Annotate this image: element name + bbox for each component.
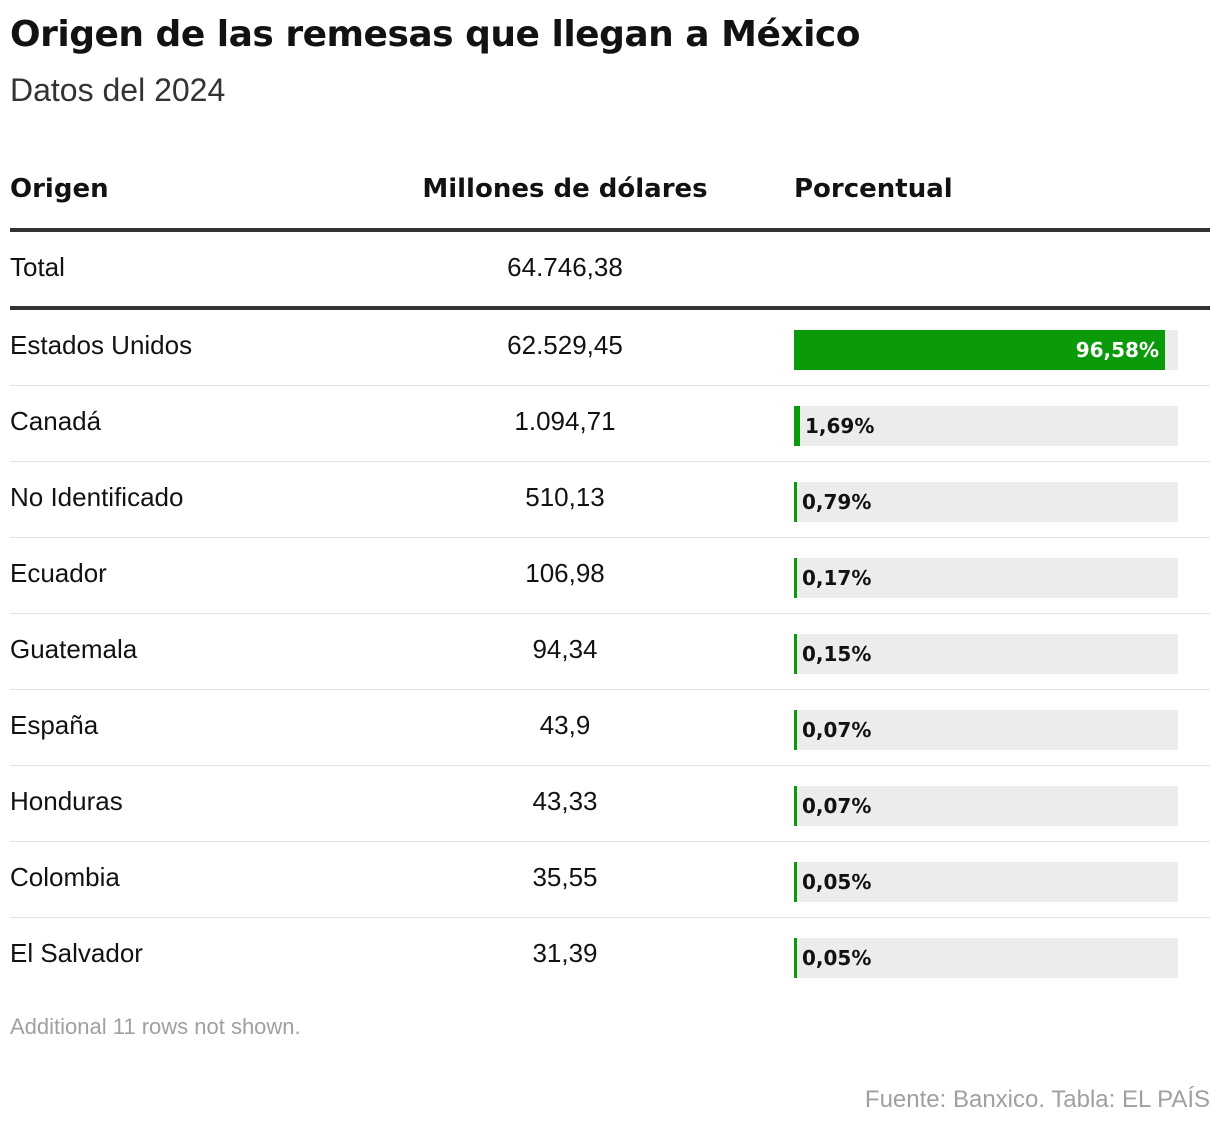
percent-label: 96,58% xyxy=(1075,338,1159,362)
table-row: Canadá 1.094,71 1,69% xyxy=(10,386,1210,462)
table-row: El Salvador 31,39 0,05% xyxy=(10,918,1210,993)
percent-label: 0,07% xyxy=(802,794,872,818)
total-value: 64.746,38 xyxy=(507,252,623,282)
table-row: España 43,9 0,07% xyxy=(10,690,1210,766)
cell-millones: 62.529,45 xyxy=(507,330,623,360)
cell-origen: Colombia xyxy=(10,862,120,892)
cell-millones: 94,34 xyxy=(532,634,598,664)
total-row: Total 64.746,38 xyxy=(10,232,1210,310)
percent-bar-fill xyxy=(794,862,797,902)
percent-bar-track: 0,05% xyxy=(794,862,1178,902)
table-row: Honduras 43,33 0,07% xyxy=(10,766,1210,842)
percent-bar-track: 0,79% xyxy=(794,482,1178,522)
percent-label: 0,79% xyxy=(802,490,872,514)
percent-bar-track: 0,15% xyxy=(794,634,1178,674)
table-row: Estados Unidos 62.529,45 96,58% xyxy=(10,310,1210,386)
remittances-table: Origen Millones de dólares Porcentual To… xyxy=(10,160,1210,993)
cell-origen: Guatemala xyxy=(10,634,138,664)
percent-label: 0,07% xyxy=(802,718,872,742)
percent-bar-track: 0,07% xyxy=(794,786,1178,826)
percent-bar-track: 0,07% xyxy=(794,710,1178,750)
percent-label: 0,05% xyxy=(802,946,872,970)
total-label: Total xyxy=(10,252,65,282)
cell-millones: 43,33 xyxy=(532,786,598,816)
percent-bar-fill xyxy=(794,634,797,674)
chart-title: Origen de las remesas que llegan a Méxic… xyxy=(10,14,861,55)
cell-origen: España xyxy=(10,710,99,740)
percent-bar-fill xyxy=(794,482,797,522)
header-millones[interactable]: Millones de dólares xyxy=(422,174,708,204)
percent-bar-fill xyxy=(794,558,797,598)
cell-millones: 35,55 xyxy=(532,862,598,892)
cell-origen: Canadá xyxy=(10,406,102,436)
table-header: Origen Millones de dólares Porcentual xyxy=(10,160,1210,232)
hidden-rows-note: Additional 11 rows not shown. xyxy=(10,1014,301,1039)
percent-bar-fill xyxy=(794,938,797,978)
percent-label: 0,05% xyxy=(802,870,872,894)
table-row: Guatemala 94,34 0,15% xyxy=(10,614,1210,690)
cell-millones: 31,39 xyxy=(532,938,598,968)
percent-label: 1,69% xyxy=(805,414,875,438)
cell-origen: Ecuador xyxy=(10,558,107,588)
cell-origen: Honduras xyxy=(10,786,123,816)
source-credit: Fuente: Banxico. Tabla: EL PAÍS xyxy=(864,1086,1210,1113)
percent-bar-fill xyxy=(794,330,1165,370)
percent-bar-fill xyxy=(794,786,797,826)
percent-label: 0,15% xyxy=(802,642,872,666)
cell-origen: Estados Unidos xyxy=(10,330,193,360)
percent-bar-track: 0,05% xyxy=(794,938,1178,978)
cell-millones: 43,9 xyxy=(539,710,591,740)
table-row: Ecuador 106,98 0,17% xyxy=(10,538,1210,614)
percent-bar-track: 1,69% xyxy=(794,406,1178,446)
cell-origen: El Salvador xyxy=(10,938,143,968)
cell-millones: 1.094,71 xyxy=(514,406,616,436)
percent-bar-fill xyxy=(794,406,800,446)
percent-bar-fill xyxy=(794,710,797,750)
cell-origen: No Identificado xyxy=(10,482,184,512)
percent-bar-track: 96,58% xyxy=(794,330,1178,370)
header-origen[interactable]: Origen xyxy=(10,174,109,204)
chart-subtitle: Datos del 2024 xyxy=(10,72,226,108)
table-row: No Identificado 510,13 0,79% xyxy=(10,462,1210,538)
percent-label: 0,17% xyxy=(802,566,872,590)
percent-bar-track: 0,17% xyxy=(794,558,1178,598)
cell-millones: 106,98 xyxy=(525,558,605,588)
header-porcentual[interactable]: Porcentual xyxy=(794,174,953,204)
table-row: Colombia 35,55 0,05% xyxy=(10,842,1210,918)
cell-millones: 510,13 xyxy=(525,482,605,512)
table-body: Estados Unidos 62.529,45 96,58% Canadá 1.094… xyxy=(10,310,1210,993)
